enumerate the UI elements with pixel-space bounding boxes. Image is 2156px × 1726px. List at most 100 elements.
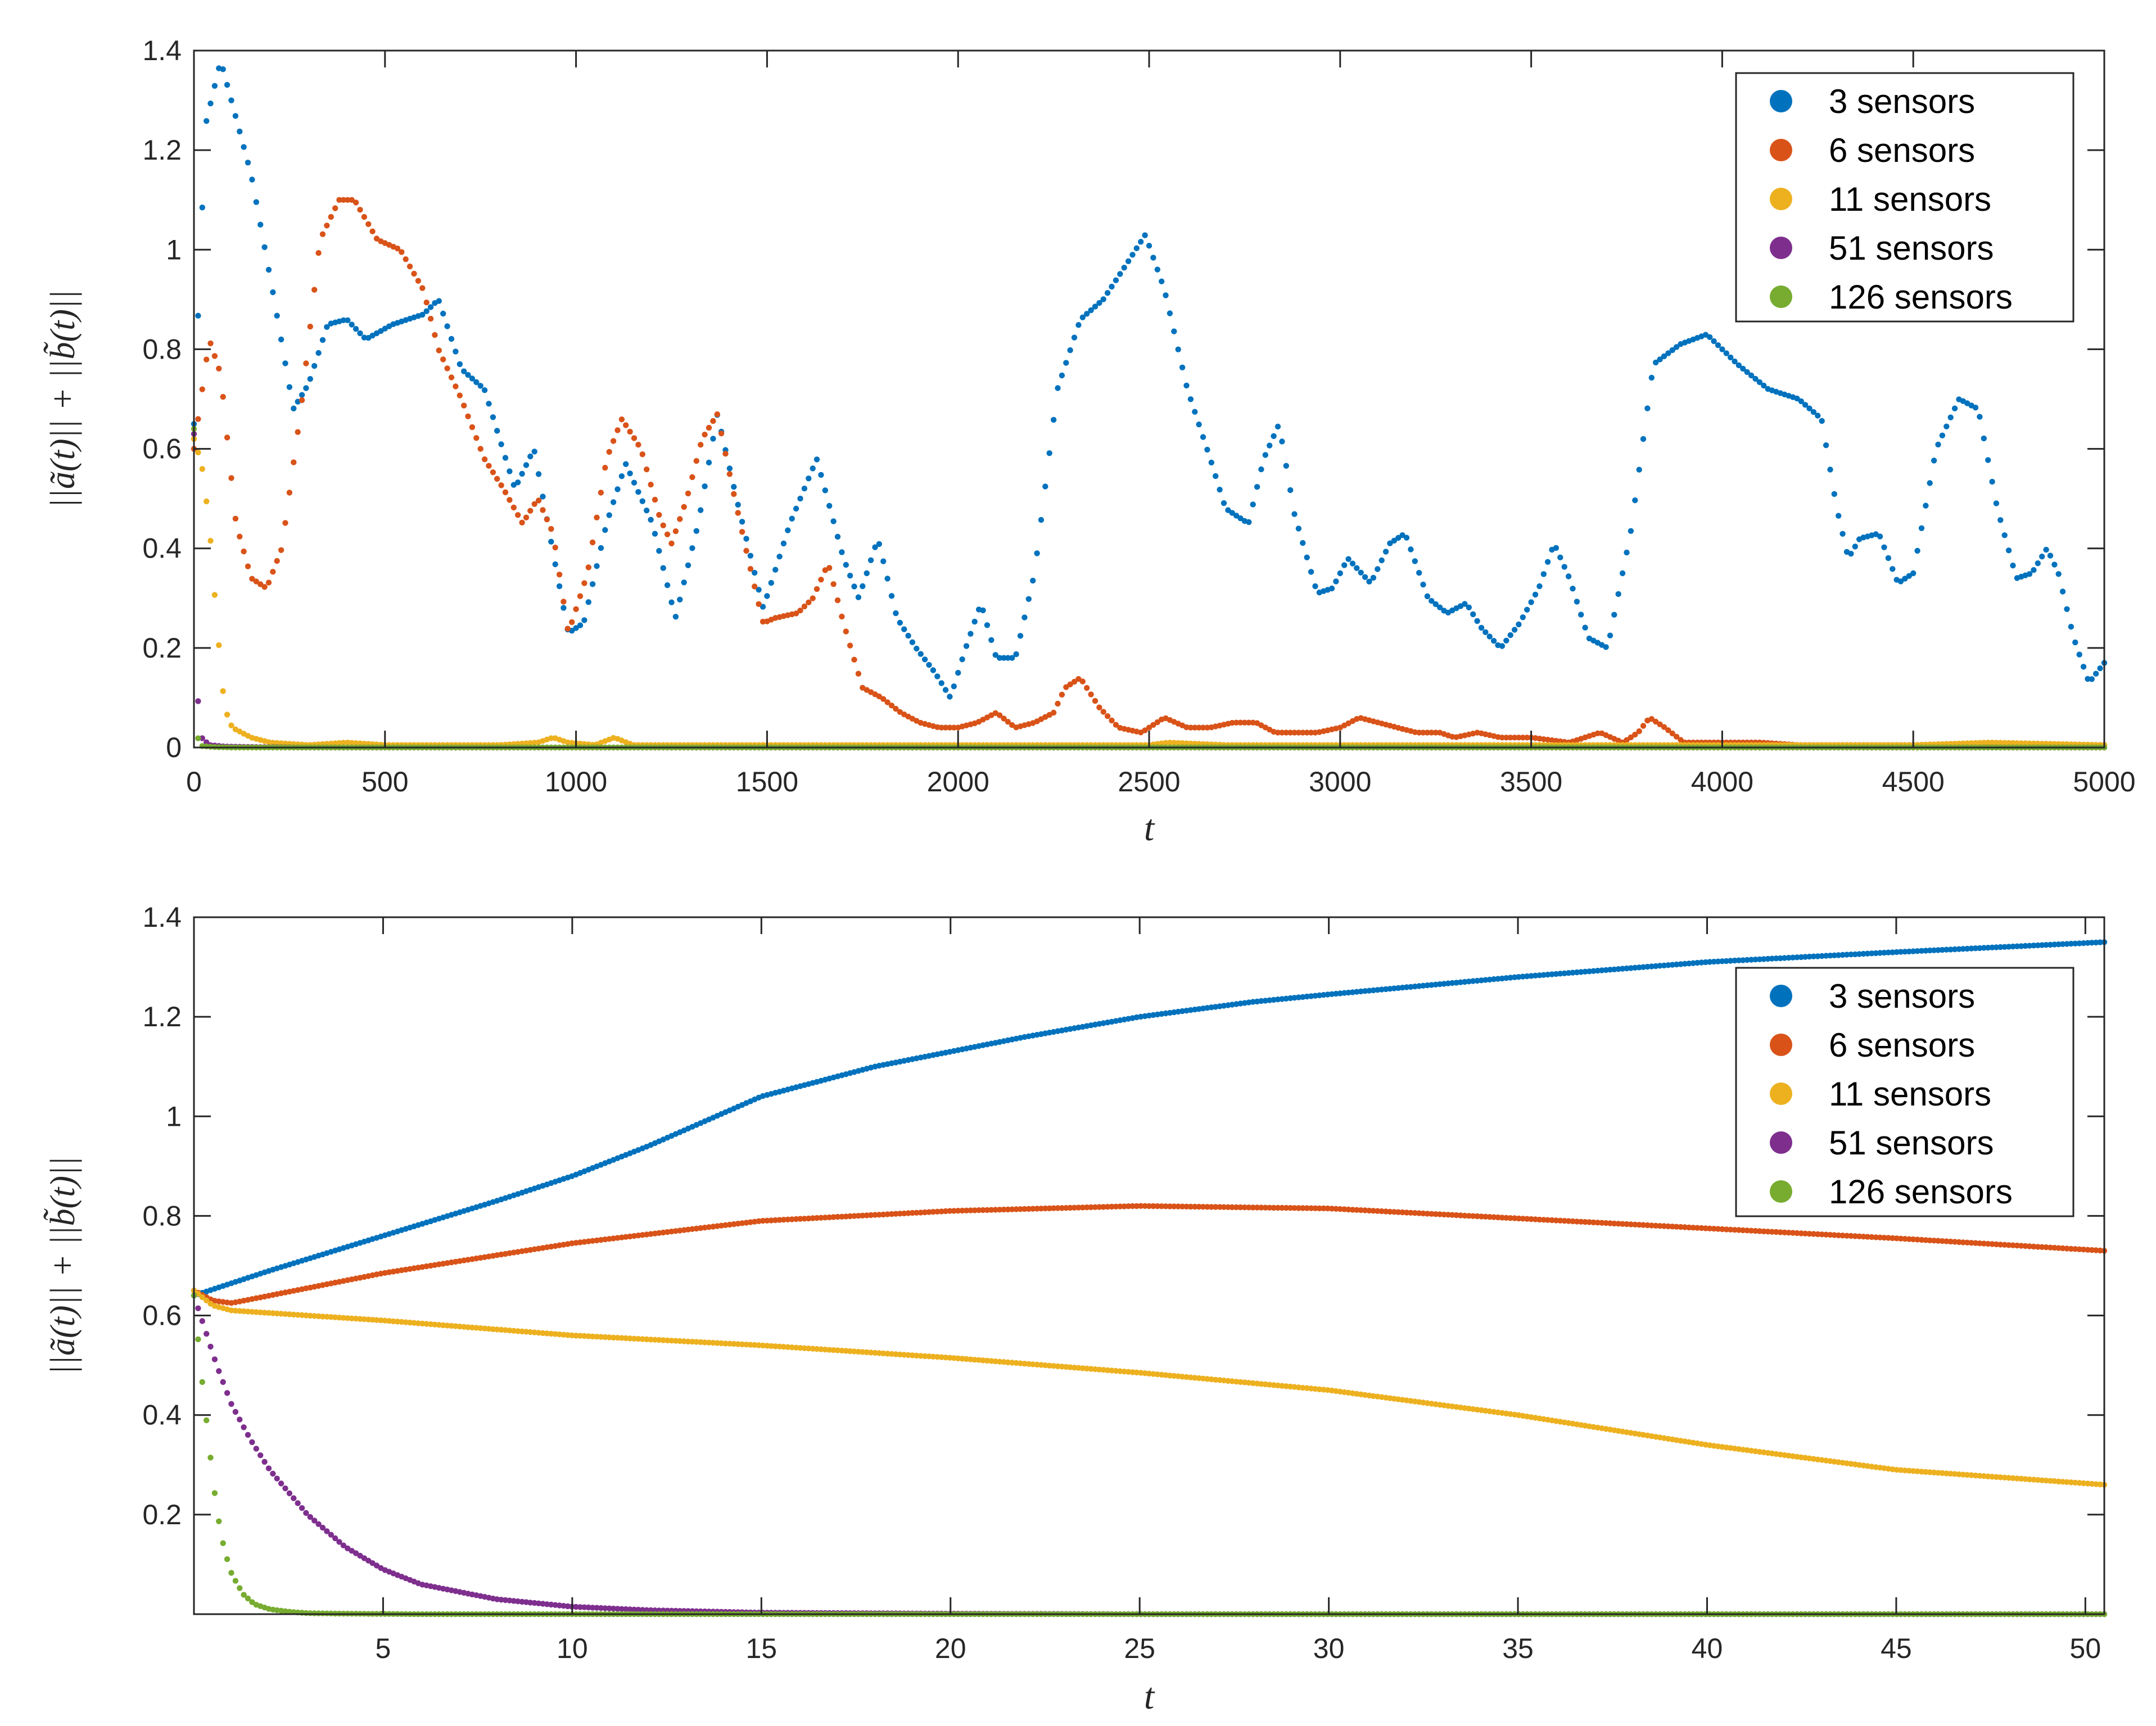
data-point — [1927, 480, 1933, 486]
data-point — [739, 1341, 745, 1348]
data-point — [494, 475, 500, 482]
data-point — [1715, 342, 1721, 348]
data-point — [672, 1338, 679, 1344]
data-point — [1092, 303, 1099, 310]
data-point — [1221, 1204, 1227, 1210]
x-tick-label: 35 — [1502, 1633, 1534, 1664]
data-point — [847, 572, 853, 579]
data-point — [1669, 730, 1675, 737]
data-point — [216, 365, 222, 372]
data-point — [942, 687, 949, 693]
data-point — [1429, 730, 1435, 736]
y-tick-label: 1.2 — [142, 1001, 182, 1032]
data-point — [315, 1521, 322, 1527]
data-point — [2043, 1478, 2049, 1484]
data-point — [1752, 957, 1759, 963]
data-point — [486, 1326, 492, 1332]
data-point — [577, 1604, 584, 1610]
data-point — [2055, 1245, 2062, 1251]
data-point — [1927, 1469, 1933, 1475]
data-point — [1544, 1217, 1551, 1223]
data-point — [1777, 1229, 1783, 1235]
data-point — [1171, 1372, 1177, 1379]
x-tick-label: 10 — [557, 1633, 588, 1664]
data-point — [1648, 374, 1655, 381]
data-point — [930, 1353, 937, 1360]
data-point — [996, 712, 1003, 718]
data-point — [1200, 1204, 1206, 1210]
data-point — [772, 567, 779, 573]
data-point — [834, 533, 841, 540]
data-point — [2072, 1479, 2078, 1486]
data-point — [1773, 955, 1779, 962]
data-point — [706, 459, 712, 466]
data-point — [1935, 441, 1941, 448]
data-point — [1839, 952, 1846, 958]
data-point — [867, 1349, 874, 1356]
data-point — [548, 538, 554, 545]
data-point — [1084, 1204, 1090, 1211]
data-point — [2059, 1479, 2066, 1485]
data-point — [726, 1340, 733, 1347]
data-point — [1038, 1362, 1045, 1368]
data-point — [527, 453, 534, 460]
data-point — [1499, 1215, 1506, 1221]
data-point — [245, 563, 251, 569]
x-tick-label: 50 — [2070, 1633, 2101, 1664]
data-point — [1274, 423, 1281, 430]
data-point — [1910, 570, 1917, 577]
data-point — [453, 1323, 459, 1329]
data-point — [1262, 1204, 1268, 1211]
x-tick-label: 1000 — [545, 766, 607, 798]
data-point — [710, 436, 716, 442]
data-point — [764, 593, 770, 599]
data-point — [1756, 1228, 1763, 1234]
data-point — [594, 514, 600, 520]
data-point — [1644, 963, 1651, 970]
data-point — [818, 1346, 824, 1352]
data-point — [860, 1349, 866, 1355]
data-point — [1370, 574, 1377, 581]
data-point — [1300, 1205, 1306, 1211]
data-point — [1951, 946, 1958, 953]
data-point — [282, 360, 288, 366]
data-point — [477, 1325, 483, 1331]
data-point — [257, 581, 264, 587]
data-point — [1366, 1207, 1372, 1214]
data-point — [702, 432, 708, 438]
data-point — [1287, 730, 1294, 736]
data-point — [444, 365, 450, 372]
x-tick-label: 2500 — [1118, 766, 1180, 798]
data-point — [1237, 1204, 1244, 1211]
data-point — [220, 1540, 226, 1546]
data-point — [2026, 571, 2033, 577]
data-point — [614, 1335, 621, 1341]
data-point — [988, 1207, 995, 1213]
data-point — [1993, 500, 2000, 506]
data-point — [1271, 1204, 1277, 1211]
data-point — [1636, 728, 1642, 735]
data-point — [681, 579, 687, 586]
data-point — [237, 1416, 243, 1423]
data-point — [1063, 1205, 1069, 1211]
data-point — [1910, 948, 1917, 954]
data-point — [544, 517, 550, 523]
data-point — [1728, 354, 1734, 361]
data-point — [1906, 1467, 1912, 1474]
series-6-sensors — [191, 1203, 2108, 1306]
data-point — [1125, 1203, 1132, 1209]
data-point — [1050, 416, 1057, 423]
data-point — [1881, 1235, 1887, 1241]
data-point — [818, 577, 824, 583]
data-point — [1432, 601, 1439, 608]
data-point — [319, 337, 326, 343]
data-point — [199, 1379, 205, 1385]
data-point — [1951, 405, 1958, 411]
data-point — [253, 199, 259, 205]
data-point — [2064, 941, 2070, 947]
data-point — [527, 508, 534, 514]
data-point — [1607, 632, 1613, 638]
data-point — [564, 626, 571, 632]
data-point — [1025, 596, 1032, 602]
data-point — [951, 724, 957, 731]
